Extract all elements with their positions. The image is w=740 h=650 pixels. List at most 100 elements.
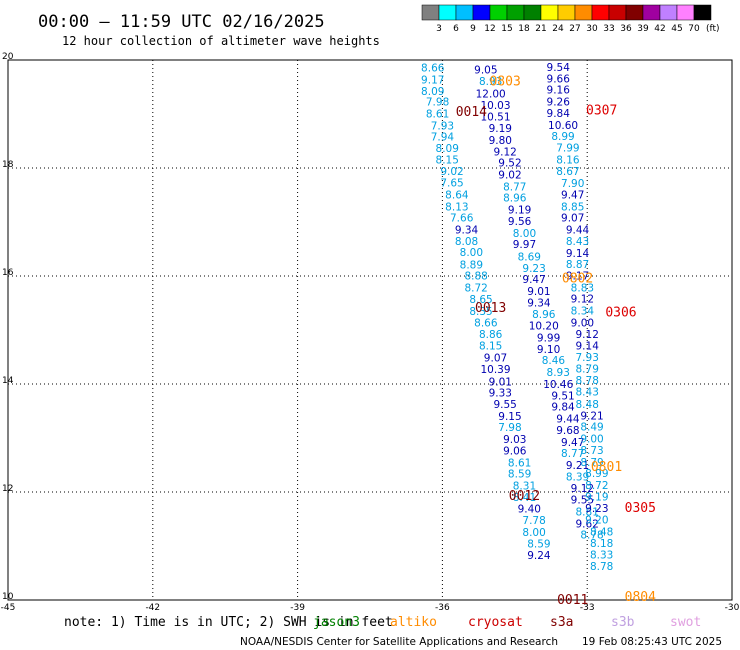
wave-height-label: 8.16 [556, 154, 580, 166]
wave-height-label: 7.93 [576, 352, 599, 364]
legend-tick-label: 27 [569, 24, 580, 34]
x-tick-label: -30 [725, 603, 740, 613]
y-tick-label: 14 [2, 376, 14, 386]
legend-swatch [472, 4, 491, 21]
y-tick-label: 10 [2, 592, 14, 602]
legend-tick-label: 6 [453, 24, 459, 34]
legend-tick-label: 36 [620, 24, 632, 34]
wave-height-label: 8.72 [464, 282, 487, 294]
wave-height-label: 9.24 [527, 550, 551, 562]
wave-height-label: 8.69 [518, 252, 541, 264]
legend-tick-label: 39 [637, 24, 649, 34]
legend-swatch [489, 4, 508, 21]
plot-frame [7, 59, 733, 601]
x-tick-label: -39 [290, 603, 305, 613]
wave-height-label: 8.66 [474, 317, 498, 329]
wave-height-label: 7.65 [440, 178, 463, 190]
satellite-label-s3a: s3a [550, 615, 573, 630]
chart-subtitle: 12 hour collection of altimeter wave hei… [62, 34, 380, 48]
pass-time-label: 0305 [625, 501, 656, 516]
wave-height-label: 8.99 [585, 468, 608, 480]
wave-height-label: 9.68 [556, 425, 579, 437]
legend-tick-label: 45 [671, 24, 682, 34]
wave-height-label: 8.64 [445, 189, 469, 201]
wave-height-label: 9.06 [503, 445, 527, 457]
legend-swatch [625, 4, 644, 21]
legend-tick-label: 18 [518, 24, 530, 34]
wave-height-label: 8.78 [590, 561, 613, 573]
wave-height-label: 9.19 [585, 491, 608, 503]
wave-height-label: 8.65 [469, 294, 492, 306]
wave-height-label: 8.72 [585, 480, 608, 492]
wave-height-label: 8.43 [566, 236, 589, 248]
wave-height-label: 9.12 [493, 146, 516, 158]
wave-height-label: 10.39 [480, 364, 510, 376]
wave-height-label: 10.20 [529, 321, 559, 333]
y-tick-label: 12 [2, 484, 13, 494]
wave-height-label: 8.61 [426, 108, 449, 120]
wave-height-label: 9.47 [522, 274, 545, 286]
wave-height-label: 8.66 [421, 63, 445, 75]
wave-height-label: 9.12 [576, 329, 599, 341]
pass-time-label: 0307 [586, 104, 617, 119]
wave-height-label: 8.87 [566, 259, 589, 271]
wave-height-label: 9.47 [561, 189, 584, 201]
wave-height-label: 7.94 [431, 132, 455, 144]
legend-swatch [506, 4, 525, 21]
wave-height-label: 9.07 [561, 213, 584, 225]
wave-height-label: 9.17 [566, 270, 589, 282]
wave-height-label: 8.08 [455, 236, 478, 248]
credit-text: NOAA/NESDIS Center for Satellite Applica… [240, 636, 558, 648]
wave-height-label: 10.60 [548, 120, 578, 132]
grid-lines [8, 60, 732, 600]
y-tick-label: 18 [2, 160, 14, 170]
wave-height-label: 8.78 [580, 530, 603, 542]
legend-swatch [438, 4, 457, 21]
wave-height-label: 8.39 [566, 471, 589, 483]
wave-height-label: 9.66 [547, 73, 571, 85]
satellite-label-s3b: s3b [611, 615, 635, 630]
wave-height-label: 8.86 [479, 329, 503, 341]
wave-height-label: 8.33 [590, 550, 613, 562]
wave-height-label: 9.62 [576, 518, 599, 530]
axis-tick-labels: -45 -42 -39 -36 -33 -30 10 12 14 16 18 20 [1, 52, 740, 613]
wave-height-label: 9.17 [421, 74, 444, 86]
wave-height-label: 8.96 [503, 193, 527, 205]
wave-height-label: 8.15 [479, 341, 502, 353]
wave-height-label: 9.51 [551, 390, 574, 402]
wave-height-label: 9.55 [571, 495, 594, 507]
pass-time-label: 0804 [625, 590, 656, 605]
wave-height-label: 8.34 [571, 306, 595, 318]
pass-time-label: 0803 [489, 75, 520, 90]
wave-height-label: 9.84 [547, 108, 571, 120]
timestamp-text: 19 Feb 08:25:43 UTC 2025 [582, 636, 722, 648]
wave-height-label: 7.98 [426, 97, 449, 109]
wave-height-label: 9.97 [513, 239, 536, 251]
legend-swatch [608, 4, 627, 21]
x-tick-label: -45 [1, 603, 16, 613]
wave-height-label: 9.55 [493, 399, 516, 411]
pass-time-label: 0013 [475, 301, 506, 316]
legend-swatch [523, 4, 542, 21]
x-tick-label: -36 [435, 603, 450, 613]
wave-height-label: 8.09 [436, 143, 459, 155]
wave-height-label: 9.01 [489, 376, 512, 388]
data-labels: 8.669.178.097.988.617.937.948.098.159.02… [421, 62, 613, 573]
satellite-legend: jason3 altiko cryosat s3a s3b swot [313, 615, 701, 630]
legend-swatch [591, 4, 610, 21]
wave-height-label: 8.79 [580, 457, 603, 469]
wave-height-label: 8.77 [561, 448, 584, 460]
wave-height-label: 9.56 [508, 216, 532, 228]
wave-height-label: 9.54 [547, 62, 571, 74]
wave-height-label: 9.00 [580, 434, 603, 446]
wave-height-label: 8.88 [464, 270, 487, 282]
wave-height-label: 8.00 [522, 527, 545, 539]
wave-height-label: 9.23 [585, 503, 608, 515]
legend-swatch [693, 4, 712, 21]
wave-height-label: 9.40 [518, 504, 541, 516]
wave-height-label: 7.98 [498, 422, 521, 434]
wave-height-label: 9.07 [484, 353, 507, 365]
wave-height-label: 9.20 [585, 515, 608, 527]
wave-height-label: 7.78 [522, 515, 545, 527]
